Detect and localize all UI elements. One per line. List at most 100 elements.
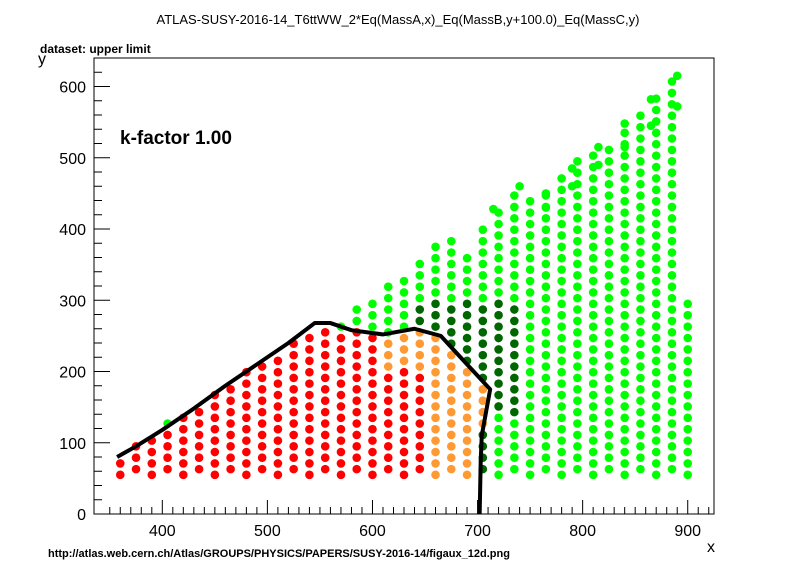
data-point [651, 288, 661, 297]
data-point [336, 402, 346, 411]
data-point [573, 293, 582, 303]
data-point [667, 305, 677, 314]
data-point [399, 424, 409, 434]
data-point [399, 367, 409, 377]
data-point [672, 102, 682, 111]
data-point [573, 362, 582, 371]
data-point [573, 316, 582, 326]
k-factor-annotation: k-factor 1.00 [120, 128, 232, 149]
data-point [179, 459, 188, 468]
data-point [651, 208, 661, 217]
data-point [415, 339, 425, 349]
data-point [257, 464, 267, 474]
data-point [588, 276, 598, 286]
data-point [494, 459, 503, 468]
data-point [383, 396, 393, 406]
data-point [557, 367, 566, 377]
data-point [462, 367, 472, 377]
data-point [368, 310, 377, 320]
data-point [273, 447, 283, 457]
data-point [525, 413, 535, 423]
data-point [242, 459, 251, 468]
data-point [194, 464, 204, 474]
data-point [604, 293, 614, 303]
data-point [557, 402, 566, 411]
data-point [415, 419, 425, 428]
data-point [383, 464, 393, 474]
data-point [667, 293, 677, 303]
data-point [541, 328, 551, 337]
data-point [525, 447, 535, 457]
data-point [226, 407, 235, 417]
data-point [525, 356, 535, 366]
data-point [431, 265, 440, 274]
data-point [620, 424, 629, 434]
data-point [368, 390, 377, 400]
data-point [305, 379, 314, 388]
data-point [289, 396, 298, 406]
data-point [478, 316, 488, 326]
x-axis: 400 500 600 700 800 900 [109, 500, 710, 540]
data-point [636, 385, 645, 394]
data-point [446, 293, 456, 303]
data-point [541, 396, 551, 406]
data-point [494, 299, 503, 309]
data-point [399, 470, 409, 480]
data-point [273, 459, 283, 468]
data-point [667, 339, 677, 349]
data-point [683, 390, 693, 400]
data-point [320, 430, 330, 440]
data-point [636, 202, 645, 212]
data-point [273, 379, 283, 388]
data-point [399, 276, 409, 286]
data-point [415, 293, 425, 303]
data-point [651, 436, 661, 445]
data-point [667, 191, 677, 200]
data-point [368, 424, 377, 434]
data-point [368, 470, 377, 480]
data-point [573, 202, 582, 212]
data-point [651, 139, 661, 149]
data-point [368, 459, 377, 468]
data-point [651, 299, 661, 309]
data-point [525, 219, 535, 229]
data-point [446, 282, 456, 292]
data-point [573, 259, 582, 269]
data-point [415, 442, 425, 451]
data-point [431, 424, 440, 434]
data-point [620, 322, 629, 331]
data-point [651, 413, 661, 423]
data-point [573, 430, 582, 440]
data-point [399, 345, 409, 354]
data-point [525, 367, 535, 377]
data-point [446, 453, 456, 463]
data-point [636, 396, 645, 406]
data-point [462, 276, 472, 286]
data-point [588, 219, 598, 229]
data-point [667, 202, 677, 212]
data-point [573, 464, 582, 474]
data-point [683, 356, 693, 366]
data-point [415, 373, 425, 383]
data-point [557, 333, 566, 343]
data-point [588, 253, 598, 263]
data-point [573, 442, 582, 451]
data-point [446, 464, 456, 474]
data-point [368, 299, 377, 309]
data-point [636, 430, 645, 440]
data-point [651, 128, 661, 138]
data-point [636, 134, 645, 143]
data-point [494, 447, 503, 457]
data-point [431, 413, 440, 423]
data-point [541, 419, 551, 428]
data-point [383, 305, 393, 314]
data-point [194, 430, 204, 440]
data-point [588, 151, 598, 160]
data-point [383, 373, 393, 383]
data-point [594, 160, 603, 170]
data-point [651, 402, 661, 411]
data-point [525, 333, 535, 343]
data-point [462, 322, 472, 331]
data-point [446, 248, 456, 257]
data-point [683, 367, 693, 377]
